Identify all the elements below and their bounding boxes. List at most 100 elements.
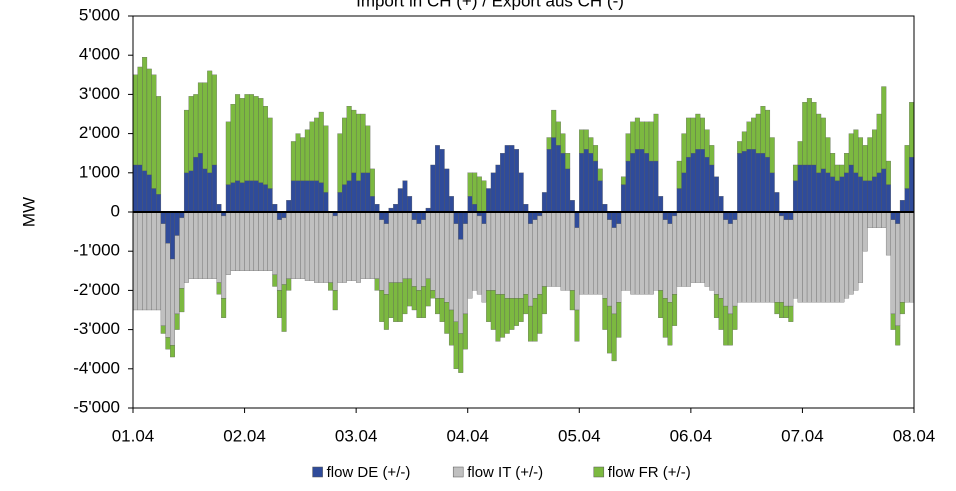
bar-segment	[853, 172, 859, 213]
bar-segment	[323, 211, 329, 283]
bar-segment	[895, 211, 901, 224]
bar-segment	[476, 176, 482, 213]
bar-segment	[541, 286, 547, 315]
bar-segment	[300, 137, 306, 181]
bar-segment	[681, 211, 687, 287]
bar-segment	[653, 211, 659, 291]
bar-segment	[825, 211, 831, 303]
bar-segment	[197, 211, 203, 279]
y-tick-label: 1'000	[79, 162, 120, 181]
bar-segment	[253, 211, 259, 271]
chart-title: Import in CH (+) / Export aus CH (-)	[356, 0, 624, 10]
bar-segment	[142, 211, 148, 311]
bar-segment	[867, 137, 873, 181]
bar-segment	[472, 211, 478, 291]
bar-segment	[425, 278, 431, 307]
legend-label: flow FR (+/-)	[608, 464, 691, 481]
bar-segment	[765, 109, 771, 158]
bar-segment	[616, 211, 622, 224]
bar-segment	[230, 182, 236, 213]
bar-segment	[369, 196, 375, 213]
bar-segment	[137, 164, 143, 213]
bar-segment	[653, 160, 659, 213]
bar-segment	[690, 211, 696, 283]
bar-segment	[146, 211, 152, 311]
bar-segment	[909, 156, 915, 213]
bar-segment	[713, 176, 719, 213]
bar-segment	[342, 117, 347, 185]
bar-segment	[602, 204, 608, 213]
bar-segment	[383, 211, 389, 224]
bar-segment	[509, 145, 515, 213]
bar-segment	[625, 211, 631, 291]
bar-segment	[802, 211, 808, 303]
bar-segment	[890, 219, 896, 315]
bar-segment	[435, 211, 440, 299]
bar-segment	[174, 235, 180, 315]
x-tick-label: 03.04	[335, 426, 378, 445]
bar-segment	[546, 211, 552, 287]
bar-segment	[755, 211, 761, 303]
bar-segment	[365, 172, 371, 213]
bar-segment	[541, 192, 547, 213]
y-tick-label: -1'000	[73, 241, 120, 260]
bar-segment	[676, 160, 682, 189]
bar-segment	[276, 290, 282, 318]
bar-segment	[430, 290, 436, 299]
bar-segment	[314, 180, 320, 213]
bar-segment	[267, 117, 273, 189]
y-tick-label: 3'000	[79, 84, 120, 103]
bar-segment	[425, 211, 431, 279]
bar-segment	[183, 211, 189, 283]
bar-segment	[825, 172, 831, 213]
bar-segment	[258, 98, 264, 183]
bar-segment	[458, 333, 464, 373]
bar-segment	[732, 305, 738, 330]
bar-segment	[244, 94, 250, 181]
bar-segment	[811, 211, 817, 303]
bar-segment	[532, 298, 538, 342]
bar-segment	[830, 153, 836, 177]
bar-segment	[332, 290, 338, 311]
bar-segment	[369, 168, 375, 197]
bar-segment	[848, 164, 854, 213]
bar-segment	[890, 313, 896, 330]
bar-segment	[416, 211, 422, 224]
bar-segment	[365, 211, 371, 279]
bar-segment	[565, 153, 571, 170]
bar-segment	[597, 168, 603, 181]
bar-segment	[667, 211, 673, 224]
bar-segment	[653, 113, 659, 162]
bar-segment	[839, 211, 845, 303]
bar-segment	[732, 219, 738, 307]
bar-segment	[402, 180, 408, 213]
bar-segment	[509, 211, 515, 299]
bar-segment	[263, 106, 268, 185]
bar-segment	[527, 305, 533, 342]
bar-segment	[197, 82, 203, 154]
x-tick-label: 08.04	[893, 426, 936, 445]
bar-segment	[388, 211, 394, 283]
bar-segment	[407, 211, 413, 279]
bar-segment	[727, 313, 733, 346]
y-tick-label: 0	[111, 201, 120, 220]
bar-segment	[769, 137, 775, 173]
bar-segment	[820, 211, 826, 303]
bar-segment	[290, 180, 296, 213]
bar-segment	[286, 211, 292, 279]
bar-segment	[448, 196, 454, 213]
bar-segment	[309, 211, 315, 281]
bar-segment	[514, 149, 520, 213]
bar-segment	[221, 215, 227, 299]
bar-segment	[328, 211, 334, 283]
bar-segment	[816, 172, 822, 213]
bar-segment	[165, 243, 171, 338]
bar-segment	[593, 160, 599, 213]
bar-segment	[741, 131, 747, 152]
bar-segment	[746, 149, 752, 213]
bar-segment	[156, 96, 162, 195]
bar-segment	[672, 215, 678, 295]
bar-segment	[607, 305, 612, 354]
bar-segment	[304, 211, 310, 281]
bar-segment	[170, 345, 175, 358]
